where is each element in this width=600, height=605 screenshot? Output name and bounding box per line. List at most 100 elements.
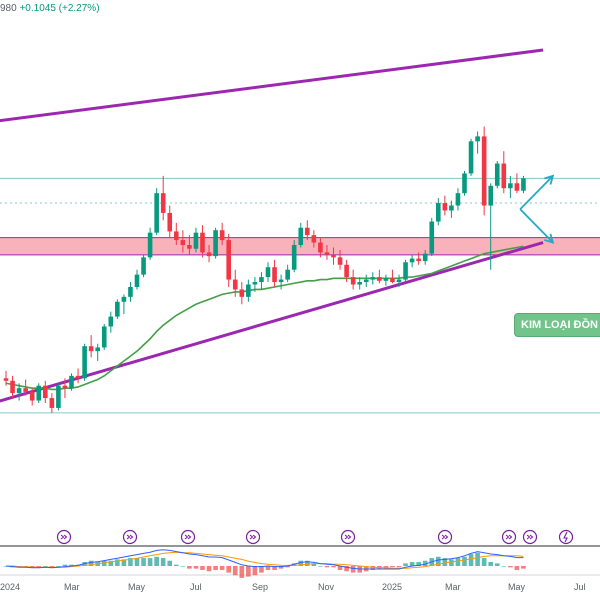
macd-histogram-bar [134,558,140,566]
price-change: +0.1045 (+2.27%) [19,3,100,14]
ex-dividend-icon[interactable] [501,529,517,545]
x-tick-label: Jul [190,582,202,592]
candle-body [501,163,507,189]
macd-histogram-bar [298,560,304,566]
candle-body [246,284,251,297]
macd-histogram-bar [246,566,251,577]
macd-signal-line [6,551,524,569]
candle-body [311,235,317,243]
candle-body [141,257,146,275]
candle-body [337,257,343,265]
candle [115,299,120,320]
macd-histogram-bar [416,562,421,566]
candle [147,227,153,260]
macd-histogram-bar [436,556,441,566]
ex-dividend-icon[interactable] [437,529,453,545]
macd-histogram-bar [265,566,271,570]
x-tick-label: Mar [64,582,80,592]
candle-body [36,385,42,401]
candle [160,175,166,221]
candle-body [43,385,48,399]
candle [10,375,15,399]
candle-body [409,258,415,263]
candle-body [370,277,376,280]
candle [462,170,467,196]
macd-histogram-bar [370,566,376,570]
x-tick-label: 2025 [382,582,403,592]
macd-histogram-bar [272,566,277,570]
macd-histogram-bar [180,566,186,567]
candle-body [154,193,159,233]
macd-histogram-bar [206,566,212,572]
ex-dividend-icon[interactable] [122,529,138,545]
ex-dividend-icon[interactable] [56,529,72,545]
projection-line [519,175,554,210]
ex-dividend-icon[interactable] [522,529,538,545]
candle-body [75,375,81,379]
macd-histogram-bar [69,564,74,566]
candle-body [3,378,9,381]
candle [239,282,245,305]
candle [193,227,199,253]
candle [494,161,500,189]
arrow-head [544,233,555,244]
macd-histogram-bar [154,556,159,566]
candle-body [324,252,330,255]
macd-histogram-bar [128,558,133,566]
candle-body [23,388,28,392]
candle [95,343,100,362]
macd-histogram-bar [278,566,284,569]
candle [49,393,55,413]
ex-dividend-icon[interactable] [245,529,261,545]
candle-body [396,279,402,283]
macd-histogram-bar [167,560,173,566]
arrow-glyph [60,534,68,540]
candle [468,138,474,176]
annotation-label[interactable]: KIM LOẠI ĐỒN [514,313,600,337]
candle-body [442,203,448,211]
candle-body [508,183,513,189]
candle-body [174,231,179,241]
candle-body [291,245,297,270]
candle [82,343,87,381]
candle-body [187,245,192,249]
candle [101,324,107,350]
x-tick-label: Mar [445,582,461,592]
arrow-glyph [441,534,449,540]
candle [141,254,146,278]
candle-body [219,230,225,241]
candle [200,225,205,258]
price-header: 980 +0.1045 (+2.27%) [0,3,100,14]
candle [278,274,284,290]
ex-dividend-icon[interactable] [340,529,356,545]
arrow-head [544,174,555,185]
candle-body [213,230,218,257]
candle [285,264,290,283]
candle [75,368,81,384]
candle-body [521,178,526,191]
candle [383,274,389,286]
candle [187,235,192,255]
macd-histogram-bar [88,560,94,566]
candle-body [29,391,35,401]
candle [121,294,127,315]
ex-dividend-icon[interactable] [180,529,196,545]
candle-body [134,274,140,287]
candle-body [278,279,284,283]
candle [337,249,343,270]
candle [219,222,225,246]
arrow-glyph [184,534,192,540]
candle [481,126,487,216]
channel-upper-line [0,48,544,123]
macd-histogram-bar [311,563,317,566]
flash-icon[interactable] [558,529,574,545]
candle-body [383,278,389,281]
candle-body [298,227,304,246]
candle [455,188,461,211]
candle-body [16,388,22,394]
candle-body [350,277,356,285]
x-tick-label: May [128,582,146,592]
macd-histogram-bar [200,566,205,570]
